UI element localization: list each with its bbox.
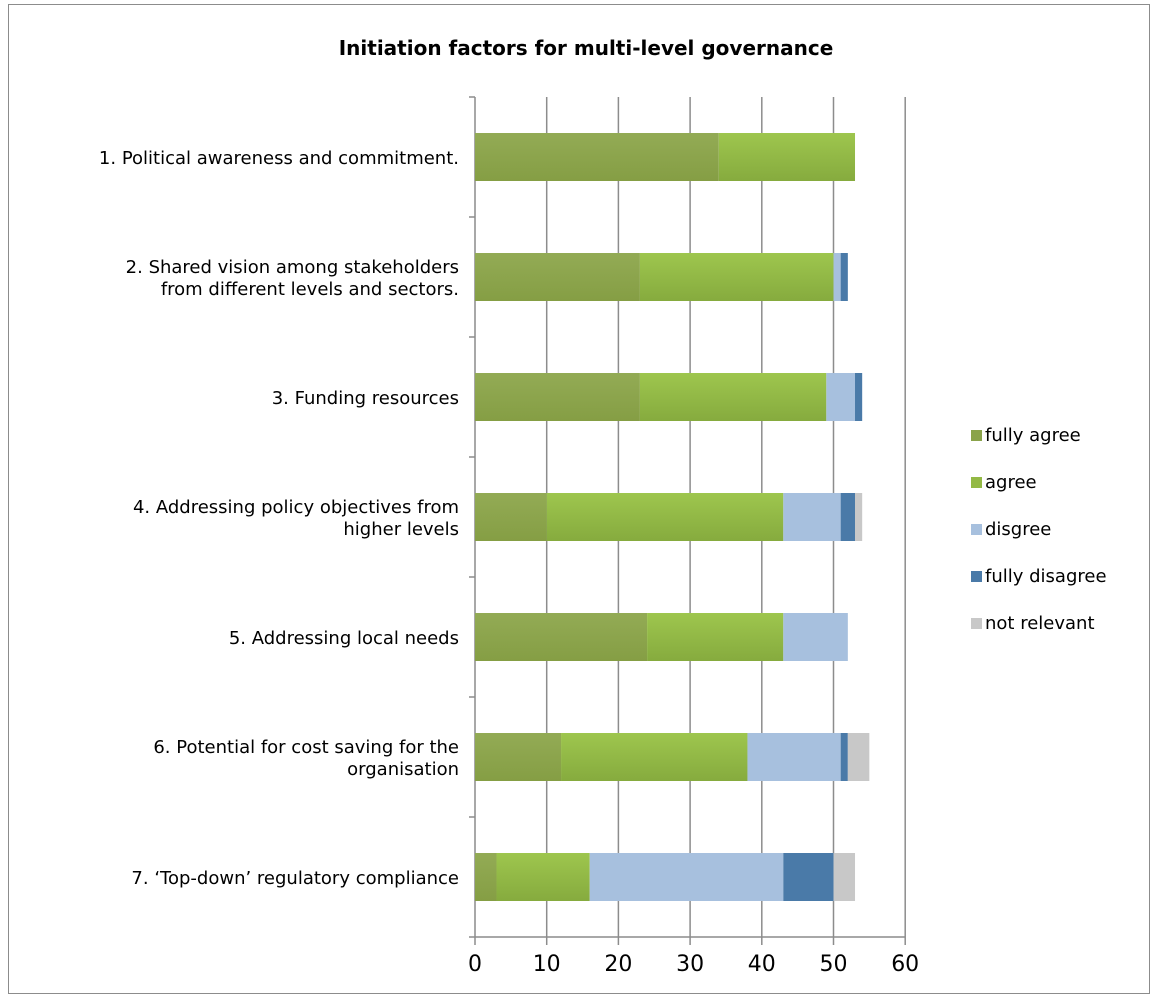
bar-fully-disagree (855, 373, 863, 421)
bar-not-relevant (833, 853, 856, 901)
bar-fully-agree (475, 733, 562, 781)
bar-agree (718, 133, 856, 181)
bar-fully-agree (475, 493, 547, 541)
bar-disgree (833, 253, 841, 301)
chart-title: Initiation factors for multi-level gover… (339, 36, 834, 60)
x-tick-label: 10 (533, 952, 561, 977)
bar-agree (496, 853, 590, 901)
legend-swatch-disgree (971, 524, 982, 535)
bar-fully-agree (475, 373, 640, 421)
x-tick-label: 30 (676, 952, 704, 977)
category-label: organisation (347, 759, 459, 780)
bar-fully-agree (475, 133, 719, 181)
category-label: 1. Political awareness and commitment. (99, 148, 459, 169)
category-label: 6. Potential for cost saving for the (153, 737, 459, 758)
chart-frame: Initiation factors for multi-level gover… (8, 4, 1150, 994)
bar-disgree (783, 613, 848, 661)
x-tick-label: 60 (891, 952, 919, 977)
legend-label: agree (985, 472, 1037, 493)
legend-label: disgree (985, 519, 1051, 540)
bar-agree (639, 373, 827, 421)
bar-disgree (747, 733, 841, 781)
bar-agree (639, 253, 834, 301)
bar-not-relevant (847, 733, 870, 781)
bar-agree (546, 493, 784, 541)
legend-swatch-fully-disagree (971, 571, 982, 582)
bar-fully-agree (475, 853, 497, 901)
bar-disgree (589, 853, 784, 901)
category-label: 7. ‘Top-down’ regulatory compliance (131, 868, 459, 889)
bar-fully-agree (475, 253, 640, 301)
bar-disgree (783, 493, 841, 541)
category-label: from different levels and sectors. (161, 279, 459, 300)
legend-swatch-not-relevant (971, 618, 982, 629)
legend-label: fully disagree (985, 566, 1107, 587)
category-label: 4. Addressing policy objectives from (133, 497, 459, 518)
legend-swatch-agree (971, 477, 982, 488)
x-tick-label: 0 (468, 952, 482, 977)
bar-fully-disagree (840, 733, 848, 781)
bar-agree (561, 733, 748, 781)
chart-svg: Initiation factors for multi-level gover… (99, 36, 1107, 977)
bar-fully-disagree (783, 853, 834, 901)
bar-disgree (826, 373, 856, 421)
category-label: higher levels (343, 519, 459, 540)
bar-not-relevant (855, 493, 863, 541)
category-label: 2. Shared vision among stakeholders (126, 257, 459, 278)
bar-fully-agree (475, 613, 648, 661)
x-tick-label: 50 (820, 952, 848, 977)
bar-agree (647, 613, 784, 661)
category-label: 5. Addressing local needs (229, 628, 459, 649)
category-label: 3. Funding resources (272, 388, 459, 409)
legend-label: not relevant (985, 613, 1095, 634)
bar-fully-disagree (840, 493, 856, 541)
bar-fully-disagree (840, 253, 848, 301)
x-tick-label: 20 (604, 952, 632, 977)
x-tick-label: 40 (748, 952, 776, 977)
legend-label: fully agree (985, 425, 1081, 446)
legend-swatch-fully-agree (971, 430, 982, 441)
